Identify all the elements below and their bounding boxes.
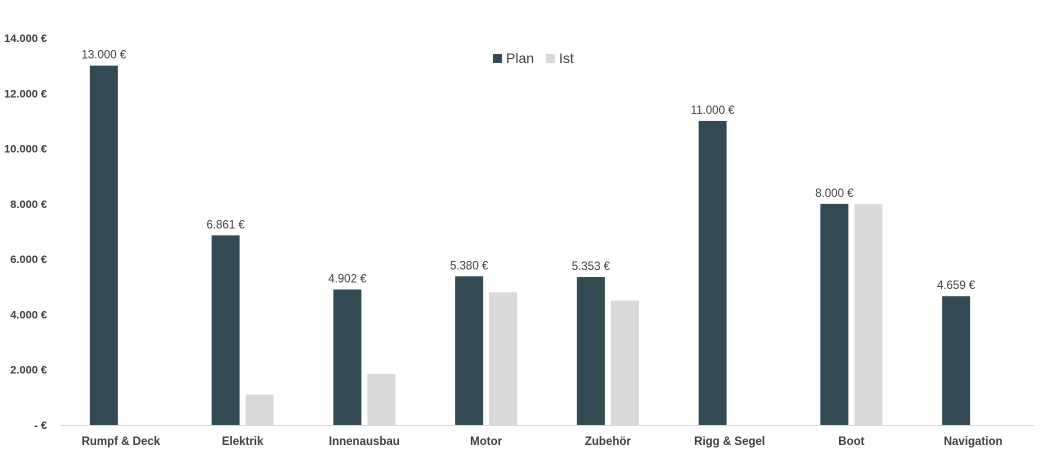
bar-plan — [455, 276, 484, 425]
x-tick-label: Rumpf & Deck — [82, 436, 161, 448]
data-label: 11.000 € — [691, 105, 736, 117]
bars — [89, 65, 971, 426]
legend-swatch-ist — [546, 54, 555, 63]
x-tick-label: Elektrik — [222, 436, 264, 448]
data-label: 5.380 € — [450, 260, 489, 272]
data-label: 5.353 € — [572, 261, 611, 273]
x-tick-label: Boot — [838, 436, 864, 448]
bar-plan — [333, 289, 362, 425]
y-tick-label: 6.000 € — [10, 254, 47, 266]
bar-ist — [610, 300, 639, 425]
legend-label-ist: Ist — [559, 50, 574, 66]
bar-ist — [367, 373, 396, 425]
x-tick-label: Motor — [470, 436, 502, 448]
bar-ist — [245, 394, 274, 425]
bar-plan — [89, 65, 118, 426]
y-tick-label: 10.000 € — [4, 144, 47, 156]
bar-plan — [698, 120, 727, 425]
legend-label-plan: Plan — [506, 50, 534, 66]
legend: Plan Ist — [493, 50, 574, 66]
bar-plan — [211, 235, 240, 425]
legend-swatch-plan — [493, 54, 502, 63]
bar-plan — [820, 203, 849, 425]
bar-ist — [489, 292, 518, 425]
y-tick-label: 4.000 € — [10, 309, 47, 321]
x-tick-label: Rigg & Segel — [694, 436, 765, 448]
bar-ist — [854, 203, 883, 425]
x-tick-label: Navigation — [944, 436, 1003, 448]
y-tick-label: - € — [34, 420, 47, 432]
y-axis: - € 2.000 € 4.000 € 6.000 € 8.000 € 10.000 € 1… — [4, 33, 47, 432]
bar-plan — [576, 277, 605, 425]
data-label: 13.000 € — [81, 50, 126, 62]
data-label: 6.861 € — [206, 219, 245, 231]
y-tick-label: 8.000 € — [10, 199, 47, 211]
data-label: 8.000 € — [815, 188, 854, 200]
x-tick-label: Zubehör — [585, 436, 632, 448]
data-labels: 13.000 € 6.861 € 4.902 € 5.380 € 5.353 € 11.0… — [81, 50, 975, 293]
data-label: 4.659 € — [937, 280, 976, 292]
y-tick-label: 12.000 € — [4, 88, 47, 100]
x-axis: Rumpf & Deck Elektrik Innenausbau Motor Zube… — [60, 425, 1034, 448]
data-label: 4.902 € — [328, 273, 367, 285]
x-tick-label: Innenausbau — [329, 436, 400, 448]
bar-plan — [942, 296, 971, 425]
y-tick-label: 14.000 € — [4, 33, 47, 45]
y-tick-label: 2.000 € — [10, 365, 47, 377]
